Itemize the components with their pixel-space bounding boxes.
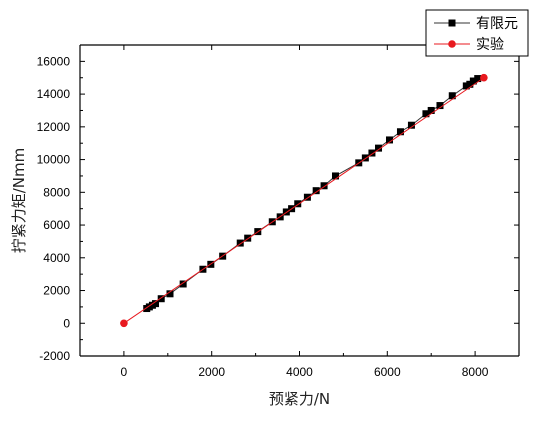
y-tick-label: 14000 xyxy=(37,87,71,101)
data-point-square xyxy=(436,102,444,110)
data-point-square xyxy=(427,106,435,114)
y-axis-title: 拧紧力矩/Nmm xyxy=(10,148,28,254)
data-point-square xyxy=(157,295,165,303)
axes: 0 2000 4000 6000 8000 -2000 0 2000 4000 6000 8000 1… xyxy=(37,44,520,379)
data-point-square xyxy=(407,121,415,129)
data-point-square xyxy=(474,75,482,83)
y-tick-label: 8000 xyxy=(43,185,70,199)
x-tick-label: 4000 xyxy=(286,365,313,379)
data-point-square xyxy=(448,92,456,100)
data-point-square xyxy=(320,182,328,190)
data-point-square xyxy=(244,234,252,242)
x-tick-label: 6000 xyxy=(374,365,401,379)
data-point-square xyxy=(375,144,383,152)
x-tick-label: 2000 xyxy=(198,365,225,379)
data-point-square xyxy=(462,82,470,90)
data-point-square xyxy=(422,110,430,118)
y-tick-label: 0 xyxy=(63,316,70,330)
y-tick-label: 4000 xyxy=(43,251,70,265)
plot-area xyxy=(120,73,488,328)
legend-label: 有限元 xyxy=(476,16,518,32)
y-tick-label: -2000 xyxy=(39,349,70,363)
data-point-square xyxy=(166,290,174,298)
data-point-square xyxy=(331,172,339,180)
x-tick-label: 0 xyxy=(121,365,128,379)
data-point-square xyxy=(152,300,160,308)
x-tick-label: 8000 xyxy=(462,365,489,379)
legend-marker-circle xyxy=(448,40,456,48)
legend-marker-square xyxy=(448,19,456,27)
data-point-square xyxy=(179,280,187,288)
data-point-square xyxy=(312,187,320,195)
data-point-square xyxy=(396,128,404,136)
data-point-square xyxy=(368,149,376,157)
y-tick-label: 2000 xyxy=(43,284,70,298)
data-point-square xyxy=(294,200,302,208)
y-tick-label: 6000 xyxy=(43,218,70,232)
y-tick-label: 12000 xyxy=(37,120,71,134)
data-point-square xyxy=(361,154,369,162)
data-point-circle xyxy=(480,73,488,82)
x-axis-title: 预紧力/N xyxy=(269,390,330,408)
data-point-square xyxy=(385,136,393,144)
data-point-square xyxy=(466,80,474,88)
y-tick-label: 10000 xyxy=(37,153,71,167)
data-point-square xyxy=(236,239,244,247)
legend-label: 实验 xyxy=(476,37,504,53)
data-point-square xyxy=(469,77,477,85)
series-line xyxy=(123,77,485,324)
data-point-circle xyxy=(120,319,128,328)
legend-box xyxy=(425,9,529,57)
data-point-square xyxy=(303,193,311,201)
y-tick-label: 16000 xyxy=(37,54,71,68)
